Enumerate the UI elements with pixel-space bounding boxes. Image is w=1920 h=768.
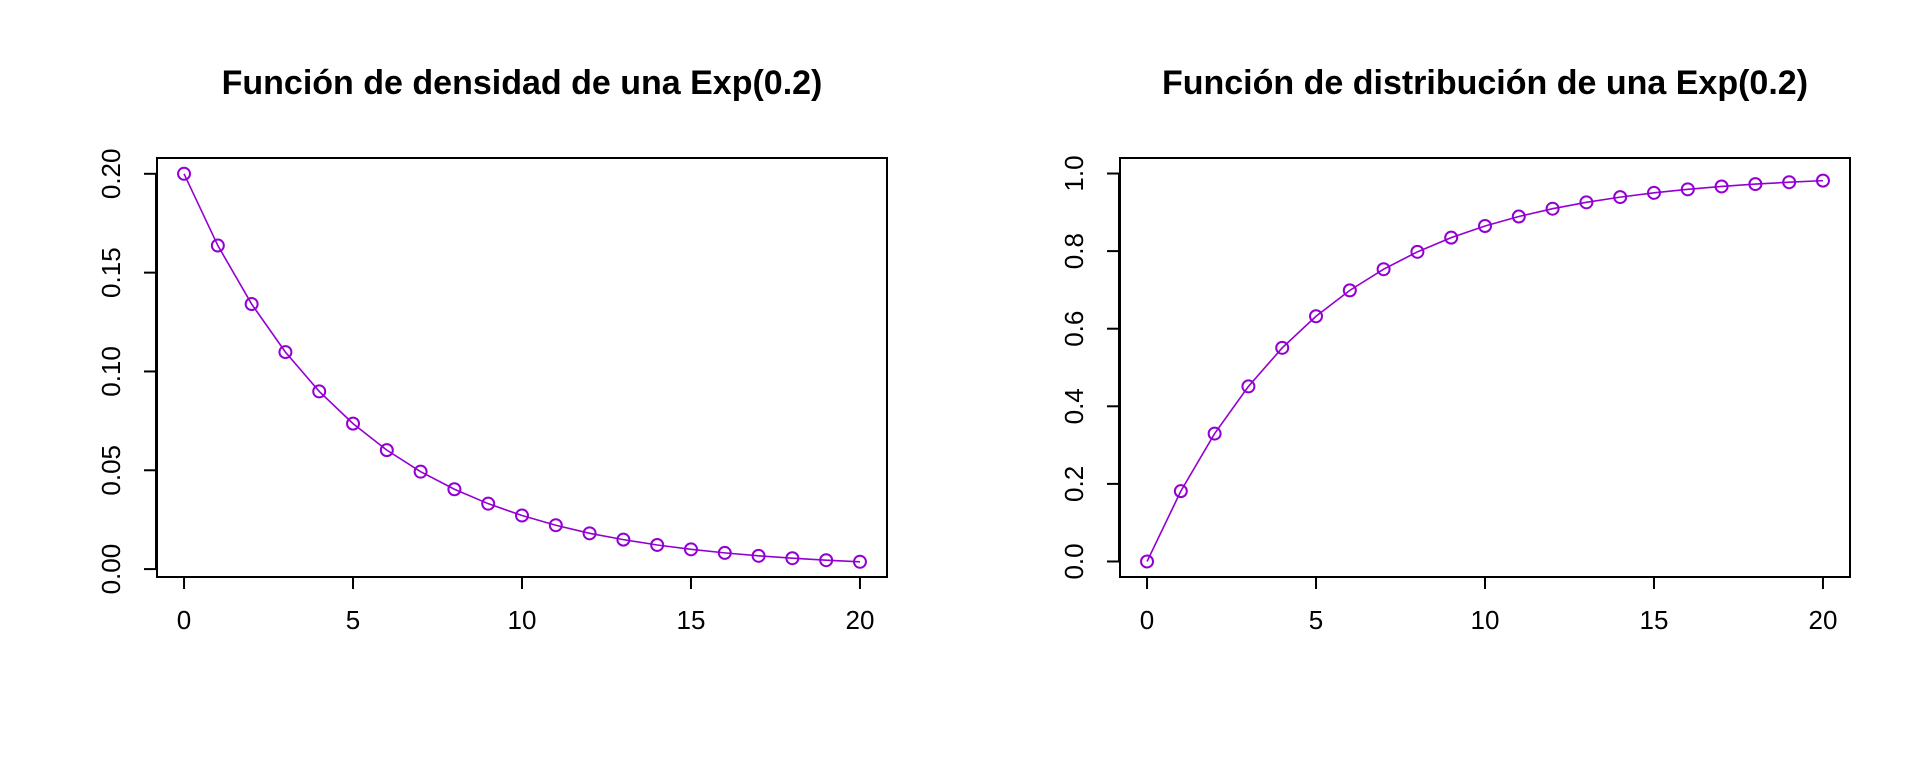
density-data-point <box>751 548 766 563</box>
density-data-point <box>717 545 732 560</box>
density-y-tick-label: 0.00 <box>96 544 126 595</box>
density-x-axis: 0 5 10 15 20 <box>177 576 875 635</box>
distribution-series <box>1140 173 1830 569</box>
distribution-data-point <box>1613 190 1628 205</box>
density-data-point <box>379 443 394 458</box>
distribution-data-point <box>1173 484 1188 499</box>
density-data-point <box>244 297 259 312</box>
density-plot-title: Función de densidad de una Exp(0.2) <box>222 64 823 102</box>
distribution-y-tick-label: 1.0 <box>1059 155 1089 191</box>
distribution-y-axis: 0.0 0.2 0.4 0.6 0.8 1.0 <box>1059 155 1120 580</box>
distribution-x-tick-label: 20 <box>1809 605 1838 635</box>
density-x-tick-label: 0 <box>177 605 191 635</box>
density-data-point <box>683 542 698 557</box>
distribution-x-tick-label: 5 <box>1309 605 1323 635</box>
density-data-point <box>177 166 192 181</box>
distribution-data-point <box>1815 173 1830 188</box>
density-y-tick-label: 0.05 <box>96 445 126 496</box>
distribution-data-point <box>1410 244 1425 259</box>
distribution-data-point <box>1478 219 1492 234</box>
distribution-data-point <box>1646 185 1661 200</box>
distribution-data-point <box>1714 179 1729 194</box>
density-data-point <box>785 551 800 566</box>
density-series <box>177 166 867 569</box>
density-data-point <box>210 238 225 253</box>
density-data-point <box>346 416 361 431</box>
density-data-point <box>819 553 834 568</box>
distribution-x-axis: 0 5 10 15 20 <box>1140 576 1838 635</box>
density-y-axis: 0.00 0.05 0.10 0.15 0.20 <box>96 149 157 595</box>
distribution-data-point <box>1376 262 1391 277</box>
density-x-tick-label: 5 <box>346 605 360 635</box>
distribution-plot-title: Función de distribución de una Exp(0.2) <box>1162 64 1808 102</box>
density-x-tick-label: 15 <box>677 605 706 635</box>
distribution-data-point <box>1275 340 1290 355</box>
distribution-x-tick-label: 15 <box>1640 605 1669 635</box>
distribution-y-tick-label: 0.6 <box>1059 311 1089 347</box>
density-data-point <box>447 482 462 497</box>
distribution-data-point <box>1511 209 1526 224</box>
density-data-point <box>413 464 428 479</box>
density-y-tick-label: 0.15 <box>96 247 126 298</box>
density-data-point <box>481 496 496 511</box>
density-y-tick-label: 0.20 <box>96 149 126 200</box>
density-data-point <box>278 345 293 360</box>
density-data-point <box>582 526 597 541</box>
distribution-data-point <box>1579 195 1594 210</box>
density-data-point <box>515 508 529 523</box>
distribution-x-tick-label: 10 <box>1471 605 1500 635</box>
distribution-series-line <box>1146 179 1824 562</box>
distribution-x-tick-label: 0 <box>1140 605 1154 635</box>
distribution-data-point <box>1545 201 1560 216</box>
density-y-tick-label: 0.10 <box>96 346 126 397</box>
density-data-point <box>650 537 665 552</box>
density-data-point <box>548 518 563 533</box>
distribution-plot: Función de distribución de una Exp(0.2) … <box>1059 64 1851 635</box>
distribution-data-point <box>1342 283 1357 298</box>
distribution-data-point <box>1680 182 1695 197</box>
density-plot: Función de densidad de una Exp(0.2) 0 5 10… <box>96 64 888 635</box>
density-series-line <box>183 173 861 563</box>
density-data-point <box>616 532 631 547</box>
distribution-data-point <box>1140 554 1155 569</box>
density-x-tick-label: 20 <box>846 605 875 635</box>
density-data-point <box>852 554 867 569</box>
distribution-data-point <box>1444 230 1459 245</box>
distribution-y-tick-label: 0.8 <box>1059 233 1089 269</box>
density-data-point <box>312 384 327 399</box>
distribution-y-tick-label: 0.0 <box>1059 543 1089 579</box>
density-x-tick-label: 10 <box>508 605 537 635</box>
distribution-y-tick-label: 0.4 <box>1059 388 1089 424</box>
distribution-data-point <box>1309 309 1324 324</box>
distribution-y-tick-label: 0.2 <box>1059 466 1089 502</box>
distribution-data-point <box>1241 379 1256 394</box>
distribution-data-point <box>1207 426 1222 441</box>
distribution-data-point <box>1782 175 1797 190</box>
distribution-data-point <box>1748 177 1763 192</box>
